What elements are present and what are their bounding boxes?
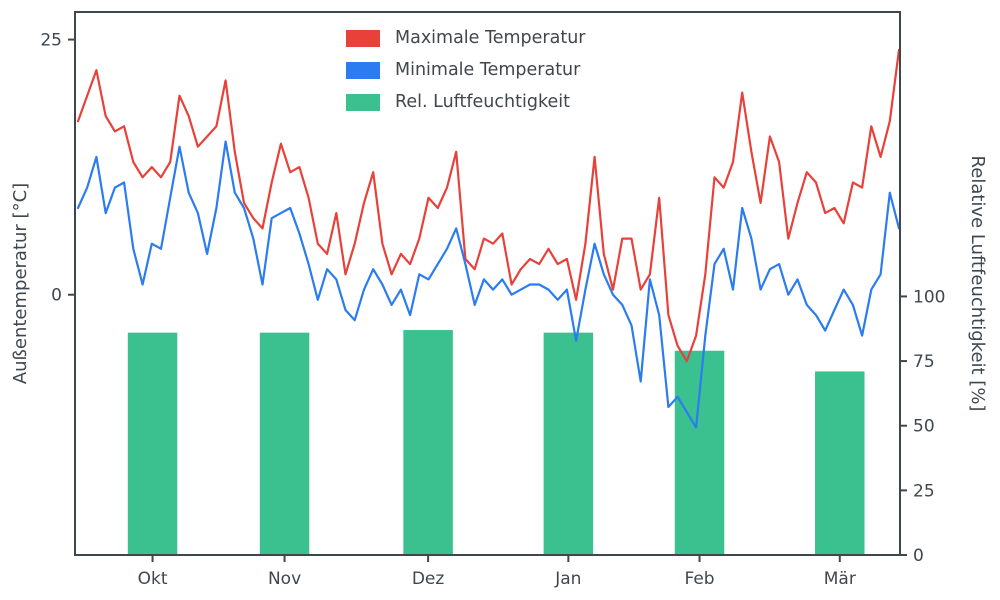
legend-label-humidity: Rel. Luftfeuchtigkeit	[395, 92, 570, 112]
svg-text:Feb: Feb	[684, 569, 714, 589]
humidity-bar	[815, 371, 865, 555]
svg-text:Nov: Nov	[268, 569, 301, 589]
line-temp	[76, 48, 901, 363]
humidity-bar	[543, 332, 594, 555]
svg-text:100: 100	[913, 287, 945, 307]
humidity-bar	[127, 332, 178, 555]
svg-text:Okt: Okt	[138, 569, 168, 589]
humidity-bar	[403, 330, 453, 555]
svg-text:Jan: Jan	[554, 569, 581, 589]
svg-text:25: 25	[40, 31, 62, 51]
svg-text:0: 0	[51, 286, 62, 306]
plot-border	[74, 11, 901, 556]
humidity-bar	[674, 350, 725, 555]
min-temp-color-patch	[346, 61, 380, 79]
svg-text:Außentemperatur [°C]: Außentemperatur [°C]	[10, 183, 31, 384]
humidity-bar	[259, 332, 310, 555]
svg-text:0: 0	[913, 546, 924, 566]
svg-text:50: 50	[913, 417, 935, 437]
line-temp	[76, 140, 901, 429]
chart-legend: Maximale Temperatur Minimale Temperatur …	[340, 26, 592, 114]
legend-item-humidity: Rel. Luftfeuchtigkeit	[346, 92, 585, 112]
legend-item-min-temp: Minimale Temperatur	[346, 60, 585, 80]
legend-label-min-temp: Minimale Temperatur	[395, 60, 581, 80]
legend-label-max-temp: Maximale Temperatur	[395, 28, 586, 48]
svg-text:25: 25	[913, 481, 935, 501]
svg-text:Relative Luftfeuchtigkeit [%]: Relative Luftfeuchtigkeit [%]	[967, 156, 988, 412]
max-temp-color-patch	[346, 29, 380, 47]
legend-item-max-temp: Maximale Temperatur	[346, 28, 585, 48]
svg-text:75: 75	[913, 352, 935, 372]
svg-text:Mär: Mär	[824, 569, 856, 589]
svg-text:Dez: Dez	[412, 569, 445, 589]
humidity-color-patch	[346, 93, 380, 111]
